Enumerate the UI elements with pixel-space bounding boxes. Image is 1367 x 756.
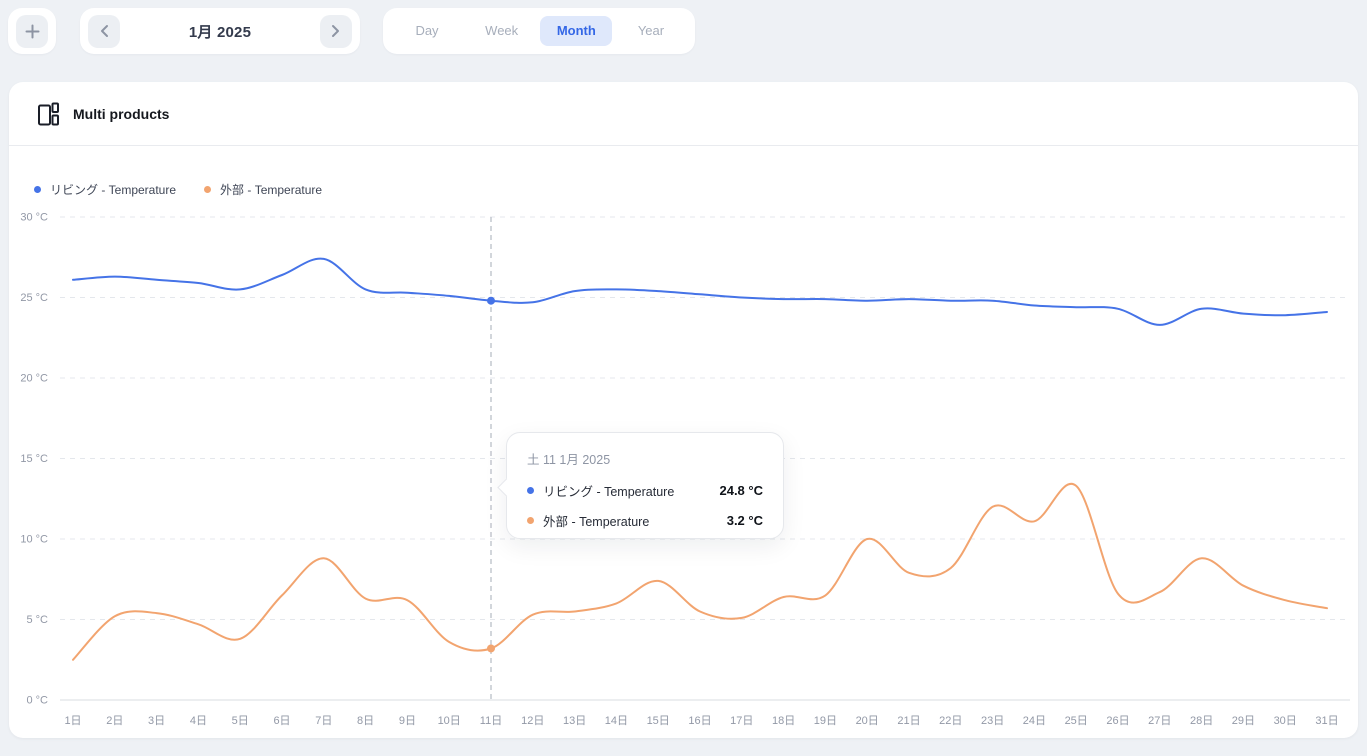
card-title: Multi products — [73, 105, 170, 122]
current-period-label: 1月 2025 — [188, 23, 252, 41]
legend-label: 外部 - Temperature — [220, 183, 323, 197]
prev-period-button[interactable] — [88, 14, 120, 48]
chevron-right-icon — [332, 25, 339, 37]
tooltip-series-value: 24.8 °C — [719, 483, 763, 498]
period-tabs: Day Week Month Year — [383, 8, 695, 54]
multi-products-card: Multi products リビング - Temperature 外部 - Te… — [9, 82, 1358, 738]
tab-month[interactable]: Month — [540, 16, 613, 46]
chart-tooltip: 土 11 1月 2025 リビング - Temperature 24.8 °C 外部… — [497, 432, 784, 539]
tooltip-series-label: 外部 - Temperature — [543, 515, 650, 529]
chevron-left-icon — [101, 25, 108, 37]
tooltip-series-dot-icon — [527, 487, 534, 494]
legend-dot-icon — [34, 186, 41, 193]
legend-item[interactable]: リビング - Temperature — [34, 181, 176, 198]
tooltip-series-label: リビング - Temperature — [543, 485, 675, 499]
tab-day[interactable]: Day — [415, 23, 439, 38]
add-button[interactable] — [16, 14, 48, 48]
tooltip-row: リビング - Temperature 24.8 °C — [527, 481, 763, 500]
legend-label: リビング - Temperature — [50, 183, 177, 197]
multi-products-icon — [38, 102, 59, 125]
chart-legend: リビング - Temperature 外部 - Temperature — [34, 181, 322, 198]
tab-year[interactable]: Year — [637, 23, 665, 38]
tooltip-row: 外部 - Temperature 3.2 °C — [527, 511, 763, 530]
tooltip-series-value: 3.2 °C — [726, 513, 763, 528]
plus-icon — [25, 24, 39, 38]
next-period-button[interactable] — [320, 14, 352, 48]
legend-dot-icon — [204, 186, 212, 193]
tab-week[interactable]: Week — [485, 23, 519, 38]
card-header: Multi products — [9, 82, 1358, 146]
add-widget-container — [8, 8, 56, 54]
date-navigator: 1月 2025 — [80, 8, 360, 54]
legend-item[interactable]: 外部 - Temperature — [204, 181, 322, 198]
tooltip-date: 土 11 1月 2025 — [527, 453, 611, 467]
tooltip-series-dot-icon — [527, 517, 534, 524]
